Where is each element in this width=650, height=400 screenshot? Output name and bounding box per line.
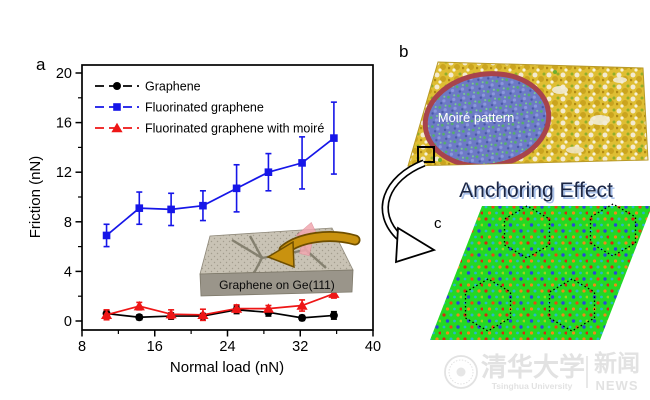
- panel-a-label: a: [36, 55, 46, 74]
- curved-arrow-icon: [381, 159, 437, 264]
- data-point: [135, 313, 144, 322]
- legend-label: Fluorinated graphene with moiré: [145, 122, 324, 136]
- data-point: [102, 231, 111, 240]
- gold-sliding-arrow-icon: [266, 231, 361, 269]
- y-tick-label: 8: [64, 215, 72, 231]
- y-tick-label: 16: [56, 116, 72, 132]
- x-axis-label: Normal load (nN): [170, 359, 284, 376]
- anchoring-text: Anchoring Effect: [459, 179, 613, 202]
- lattice-sheet: [430, 206, 650, 340]
- series-fluorinated-graphene: [102, 101, 338, 248]
- inset-label: Graphene on Ge(111): [219, 278, 335, 292]
- data-point: [296, 300, 308, 310]
- inset-illustration: Graphene on Ge(111): [199, 221, 361, 297]
- watermark-news-en: NEWS: [596, 378, 639, 393]
- graphene-slab-front: [199, 269, 354, 297]
- y-tick-label: 20: [56, 66, 72, 82]
- data-point: [232, 184, 241, 193]
- data-point: [133, 300, 145, 311]
- y-tick-label: 0: [64, 314, 72, 330]
- data-point: [167, 205, 175, 214]
- watermark-university-cn: 清华大学: [481, 352, 585, 382]
- x-tick-label: 32: [292, 339, 308, 355]
- data-point: [298, 159, 306, 167]
- data-point: [298, 313, 307, 322]
- data-point: [135, 204, 144, 212]
- legend: Graphene Fluorinated graphene Fluorinated …: [95, 80, 324, 136]
- panel-b: b Moiré pattern: [399, 42, 649, 167]
- moire-pattern-label: Moiré pattern: [438, 110, 515, 125]
- data-point: [328, 288, 340, 298]
- data-point: [113, 103, 121, 111]
- panel-c-label: c: [434, 215, 442, 232]
- friction-chart: 8 16 24 32 40 0 4 8 12 16 20 Normal load (nN) Fricti…: [27, 64, 381, 376]
- legend-label: Fluorinated graphene: [145, 101, 264, 115]
- series-fluorinated-graphene-with-moir-: [100, 288, 340, 322]
- x-tick-label: 40: [365, 339, 381, 355]
- data-point: [197, 309, 209, 319]
- watermark-news-cn: 新闻: [594, 350, 640, 376]
- data-point: [264, 168, 273, 176]
- data-point: [199, 201, 207, 210]
- y-axis-label: Friction (nN): [27, 156, 44, 239]
- data-point: [113, 82, 121, 90]
- anchoring-text-shadow: Anchoring Effect: [461, 181, 615, 204]
- data-point: [111, 122, 123, 133]
- zoom-region-box: [417, 146, 435, 163]
- data-point: [262, 303, 275, 313]
- watermark-university-en: Tsinghua University: [492, 381, 573, 391]
- x-tick-label: 24: [219, 339, 235, 355]
- y-tick-label: 12: [56, 165, 72, 181]
- tsinghua-seal-icon: [444, 355, 478, 389]
- data-point: [330, 134, 338, 142]
- anchoring-effect-heading: Anchoring Effect Anchoring Effect: [459, 179, 615, 204]
- x-tick-label: 16: [147, 339, 163, 355]
- data-point: [100, 309, 113, 319]
- x-tick-label: 8: [78, 339, 86, 355]
- data-point: [230, 303, 243, 313]
- data-point: [329, 311, 338, 320]
- y-tick-label: 4: [64, 264, 72, 280]
- legend-label: Graphene: [145, 80, 201, 94]
- watermark: 清华大学 Tsinghua University 新闻 NEWS: [444, 350, 640, 393]
- panel-c: c: [430, 203, 650, 340]
- data-point: [165, 308, 177, 319]
- panel-b-label: b: [399, 42, 408, 61]
